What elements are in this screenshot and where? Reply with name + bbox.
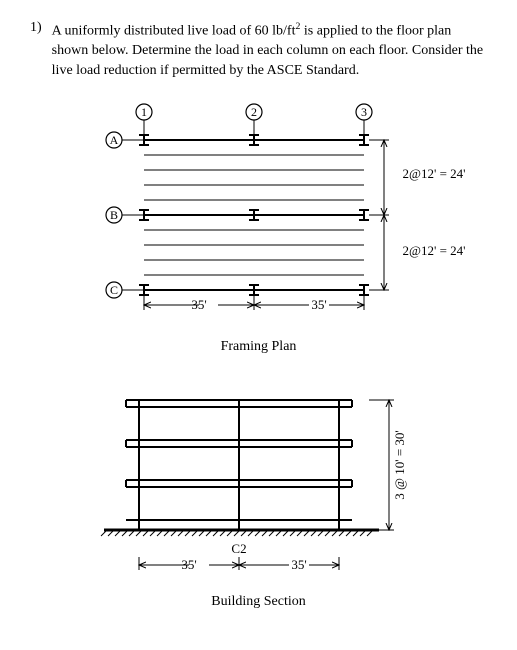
plan-dim-x2: 35' [311,297,326,312]
section-height-label: 3 @ 10' = 30' [392,431,407,501]
grid-col-3-label: 3 [361,105,367,119]
problem-text: A uniformly distributed live load of 60 … [52,20,487,80]
grid-col-2-label: 2 [251,105,257,119]
problem-number: 1) [30,20,42,80]
building-section-figure: C2 35' 35' 3 @ 10' = 30' Building Sectio… [30,375,487,610]
grid-row-C-label: C [109,283,117,297]
framing-plan-caption: Framing Plan [30,339,487,355]
plan-beams [139,135,369,295]
building-section-caption: Building Section [30,594,487,610]
plan-dim-x1: 35' [191,297,206,312]
grid-row-B-label: B [109,208,117,222]
plan-dim-y1: 2@12' = 24' [402,166,465,181]
section-col-label: C2 [231,541,246,556]
problem-text-1: A uniformly distributed live load of 60 … [52,24,296,39]
building-section-svg: C2 35' 35' 3 @ 10' = 30' [69,375,449,590]
problem-statement: 1) A uniformly distributed live load of … [30,20,487,80]
framing-plan-svg: 1 2 3 A B C 35' 35' 2@1 [44,100,474,335]
plan-dim-y2: 2@12' = 24' [402,243,465,258]
section-dim-x1: 35' [181,557,196,572]
section-frame [126,400,352,530]
grid-row-A-label: A [109,133,118,147]
grid-col-1-label: 1 [141,105,147,119]
section-dim-x2: 35' [291,557,306,572]
framing-plan-figure: 1 2 3 A B C 35' 35' 2@1 [30,100,487,355]
